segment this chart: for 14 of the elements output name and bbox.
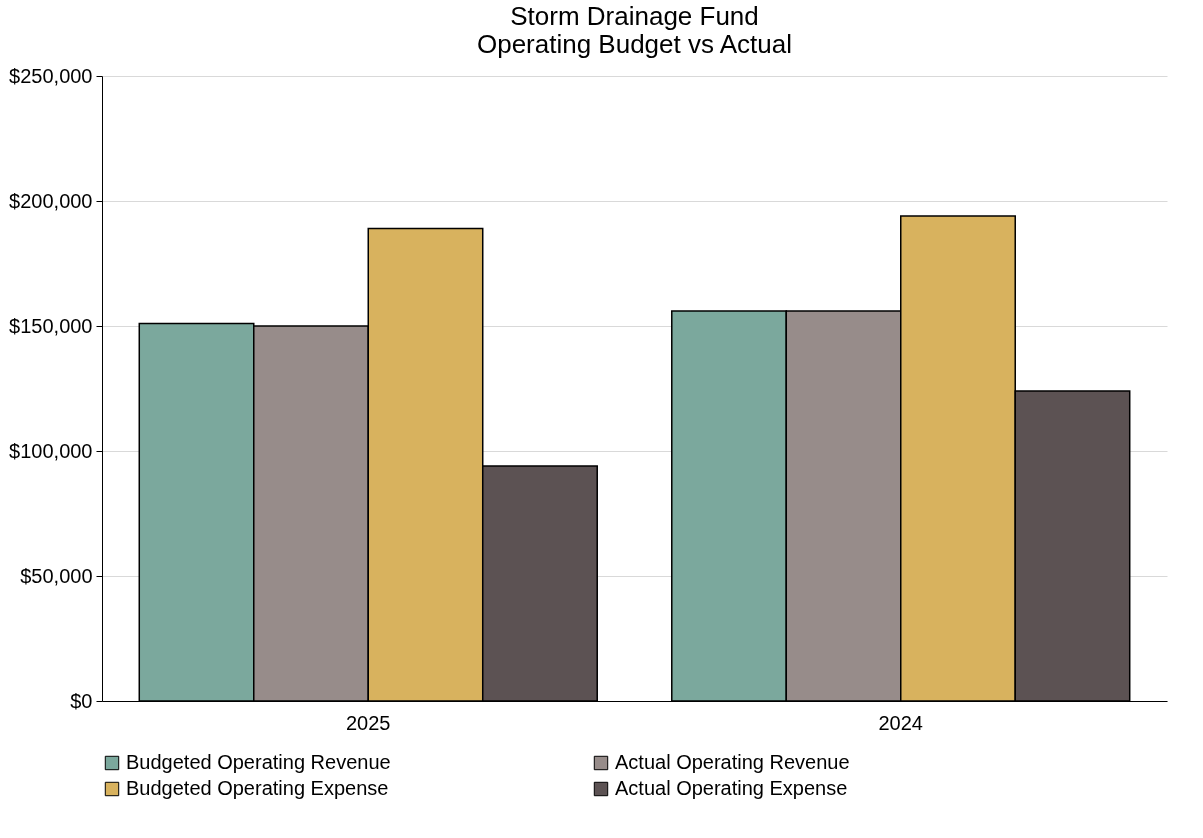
legend-label: Budgeted Operating Revenue (126, 751, 391, 773)
x-tick-label: 2024 (878, 711, 923, 734)
y-tick-label: $200,000 (9, 189, 93, 212)
chart-title: Storm Drainage Fund (510, 1, 759, 31)
x-tick-label: 2025 (346, 711, 391, 734)
chart-subtitle: Operating Budget vs Actual (476, 29, 793, 59)
legend-label: Budgeted Operating Expense (126, 777, 389, 799)
y-tick-label: $150,000 (9, 314, 93, 337)
legend-label: Actual Operating Revenue (615, 751, 850, 773)
y-tick-label: $250,000 (9, 64, 93, 87)
legend-label: Actual Operating Expense (615, 777, 848, 799)
y-tick-label: $0 (70, 689, 93, 712)
y-tick-label: $100,000 (9, 439, 93, 462)
y-tick-label: $50,000 (20, 564, 93, 587)
